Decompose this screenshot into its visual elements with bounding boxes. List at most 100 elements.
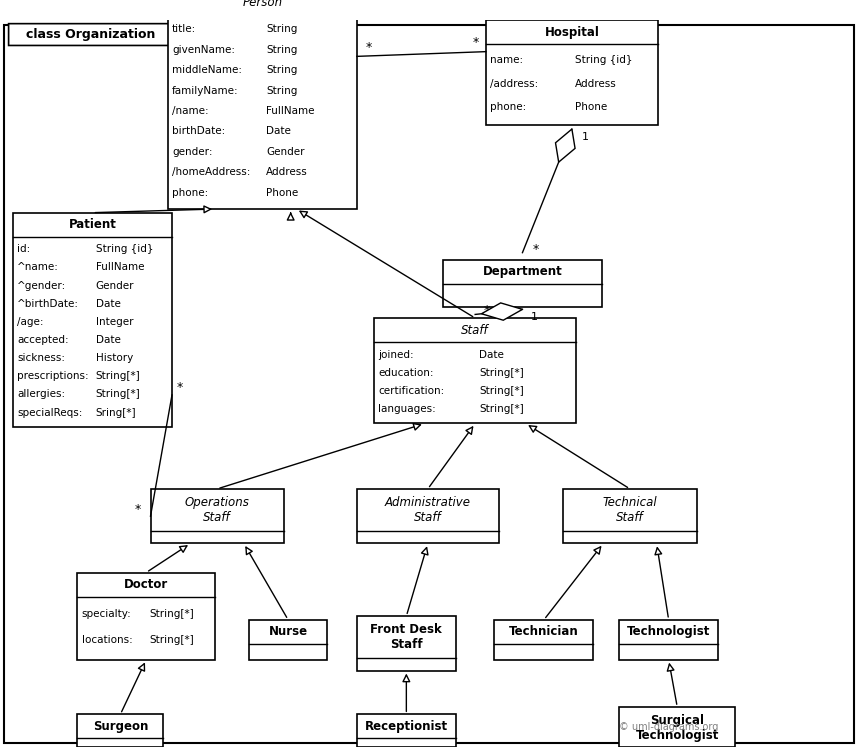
Text: sickness:: sickness: xyxy=(17,353,65,363)
Text: FullName: FullName xyxy=(95,262,144,273)
Text: Nurse: Nurse xyxy=(268,625,308,638)
FancyBboxPatch shape xyxy=(249,620,327,660)
Text: name:: name: xyxy=(490,55,524,65)
Text: *: * xyxy=(473,36,479,49)
Text: String[*]: String[*] xyxy=(479,404,524,414)
Text: Technical
Staff: Technical Staff xyxy=(603,496,657,524)
FancyBboxPatch shape xyxy=(150,489,284,544)
FancyBboxPatch shape xyxy=(13,213,172,427)
Text: /address:: /address: xyxy=(490,78,538,89)
Text: Phone: Phone xyxy=(266,187,298,198)
Text: /homeAddress:: /homeAddress: xyxy=(172,167,250,177)
Text: class Organization: class Organization xyxy=(26,28,155,41)
Text: *: * xyxy=(176,381,182,394)
Text: gender:: gender: xyxy=(172,147,212,157)
Text: String[*]: String[*] xyxy=(149,634,194,645)
Text: specialReqs:: specialReqs: xyxy=(17,408,83,418)
Text: Phone: Phone xyxy=(575,102,607,112)
Text: Technologist: Technologist xyxy=(627,625,710,638)
Text: Gender: Gender xyxy=(266,147,304,157)
Text: languages:: languages: xyxy=(378,404,436,414)
Text: Sring[*]: Sring[*] xyxy=(95,408,136,418)
Text: accepted:: accepted: xyxy=(17,335,69,345)
Text: Person: Person xyxy=(243,0,282,10)
Text: Gender: Gender xyxy=(95,281,134,291)
Text: FullName: FullName xyxy=(266,106,315,116)
Text: Surgical
Technologist: Surgical Technologist xyxy=(636,714,719,742)
Text: Date: Date xyxy=(266,126,291,137)
Text: ^birthDate:: ^birthDate: xyxy=(17,299,79,309)
Text: String[*]: String[*] xyxy=(95,389,140,400)
Text: String: String xyxy=(266,24,298,34)
FancyBboxPatch shape xyxy=(619,620,718,660)
Text: certification:: certification: xyxy=(378,386,445,396)
Text: History: History xyxy=(95,353,133,363)
FancyBboxPatch shape xyxy=(619,707,735,747)
Text: prescriptions:: prescriptions: xyxy=(17,371,89,381)
Text: middleName:: middleName: xyxy=(172,65,242,75)
Text: *: * xyxy=(483,305,490,317)
FancyBboxPatch shape xyxy=(563,489,697,544)
FancyBboxPatch shape xyxy=(374,318,576,424)
FancyBboxPatch shape xyxy=(357,616,456,671)
Text: Technician: Technician xyxy=(509,625,579,638)
FancyBboxPatch shape xyxy=(77,572,215,660)
FancyBboxPatch shape xyxy=(357,714,456,747)
Text: *: * xyxy=(533,243,539,255)
Text: Patient: Patient xyxy=(69,218,116,231)
Text: *: * xyxy=(366,40,372,54)
Text: 1: 1 xyxy=(531,312,538,322)
Text: Front Desk
Staff: Front Desk Staff xyxy=(371,623,442,651)
Text: familyName:: familyName: xyxy=(172,85,238,96)
Text: String[*]: String[*] xyxy=(479,368,524,378)
Text: Date: Date xyxy=(95,299,120,309)
Text: Department: Department xyxy=(482,265,562,279)
Text: Doctor: Doctor xyxy=(124,578,169,591)
FancyBboxPatch shape xyxy=(168,0,357,209)
FancyBboxPatch shape xyxy=(4,25,854,743)
Text: Address: Address xyxy=(266,167,308,177)
Text: id:: id: xyxy=(17,244,30,255)
Text: education:: education: xyxy=(378,368,434,378)
Text: String[*]: String[*] xyxy=(479,386,524,396)
FancyBboxPatch shape xyxy=(443,260,602,307)
Text: ^gender:: ^gender: xyxy=(17,281,66,291)
Text: String[*]: String[*] xyxy=(149,610,194,619)
Polygon shape xyxy=(556,129,575,162)
Text: Operations
Staff: Operations Staff xyxy=(185,496,249,524)
Text: /name:: /name: xyxy=(172,106,209,116)
Text: locations:: locations: xyxy=(82,634,132,645)
Text: ^name:: ^name: xyxy=(17,262,59,273)
Text: Address: Address xyxy=(575,78,617,89)
Text: specialty:: specialty: xyxy=(82,610,132,619)
Text: joined:: joined: xyxy=(378,350,414,360)
FancyBboxPatch shape xyxy=(486,20,658,125)
Text: String {id}: String {id} xyxy=(575,55,633,65)
Text: Staff: Staff xyxy=(461,323,489,337)
Text: givenName:: givenName: xyxy=(172,45,235,55)
Text: /age:: /age: xyxy=(17,317,44,327)
FancyBboxPatch shape xyxy=(77,714,163,747)
Text: Administrative
Staff: Administrative Staff xyxy=(385,496,471,524)
Text: 1: 1 xyxy=(582,132,589,142)
Text: String {id}: String {id} xyxy=(95,244,153,255)
Text: title:: title: xyxy=(172,24,196,34)
Text: Integer: Integer xyxy=(95,317,133,327)
Polygon shape xyxy=(482,303,523,320)
Text: birthDate:: birthDate: xyxy=(172,126,225,137)
Text: Receptionist: Receptionist xyxy=(365,720,448,733)
Text: phone:: phone: xyxy=(490,102,526,112)
FancyBboxPatch shape xyxy=(357,489,499,544)
Text: *: * xyxy=(135,503,141,515)
Polygon shape xyxy=(9,24,182,46)
Text: © uml-diagrams.org: © uml-diagrams.org xyxy=(619,722,719,733)
Text: phone:: phone: xyxy=(172,187,208,198)
Text: String: String xyxy=(266,45,298,55)
Text: Date: Date xyxy=(95,335,120,345)
Text: Hospital: Hospital xyxy=(544,25,599,39)
Text: Surgeon: Surgeon xyxy=(93,720,148,733)
FancyBboxPatch shape xyxy=(494,620,593,660)
Text: String: String xyxy=(266,85,298,96)
Text: allergies:: allergies: xyxy=(17,389,65,400)
Text: String[*]: String[*] xyxy=(95,371,140,381)
